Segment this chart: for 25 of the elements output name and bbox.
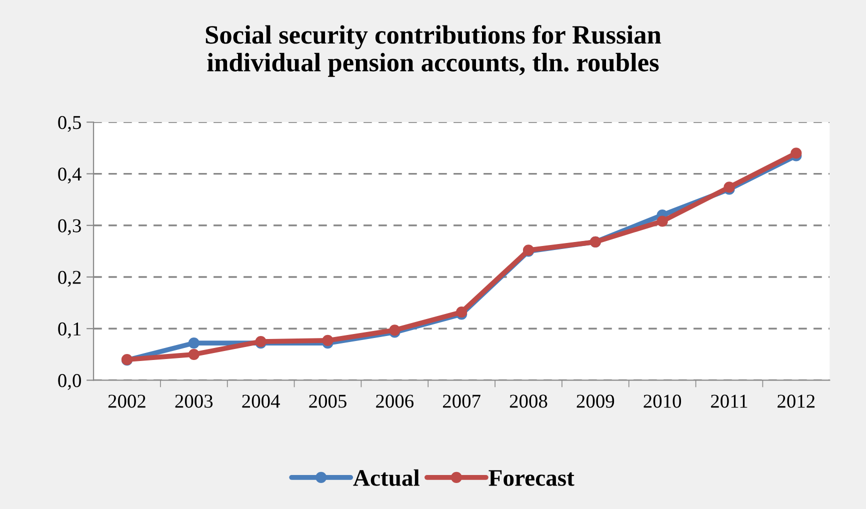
x-tick-label: 2002 [108,394,146,408]
legend-label: Actual [353,469,420,486]
y-tick-label: 0,5 [58,116,81,132]
y-tick-label: 0,2 [58,270,81,287]
chart-title: Social security contributions for Russian individual pension accounts, tln. roubles [206,24,662,77]
point [188,348,200,360]
x-tick-label: 2012 [778,394,815,408]
x-tick-label: 2009 [576,394,614,408]
x-tick-label: 2010 [644,394,682,408]
y-tick-label: 0,3 [58,219,81,236]
legend-label: Forecast [488,470,574,486]
x-tick-label: 2005 [309,394,346,408]
x-tick-label: 2007 [442,394,480,408]
x-tick-label: 2008 [510,394,548,408]
point [790,148,802,159]
x-tick-label: 2004 [242,394,280,408]
y-tick-label: 0,4 [58,168,82,184]
point [188,338,200,349]
point [322,334,334,346]
y-tick-label: 0,1 [58,322,81,338]
x-tick-label: 2006 [376,394,414,408]
y-tick-label: 0,0 [58,374,81,390]
point [656,216,668,227]
x-tick-label: 2011 [711,394,748,408]
x-tick-label: 2003 [175,394,213,408]
